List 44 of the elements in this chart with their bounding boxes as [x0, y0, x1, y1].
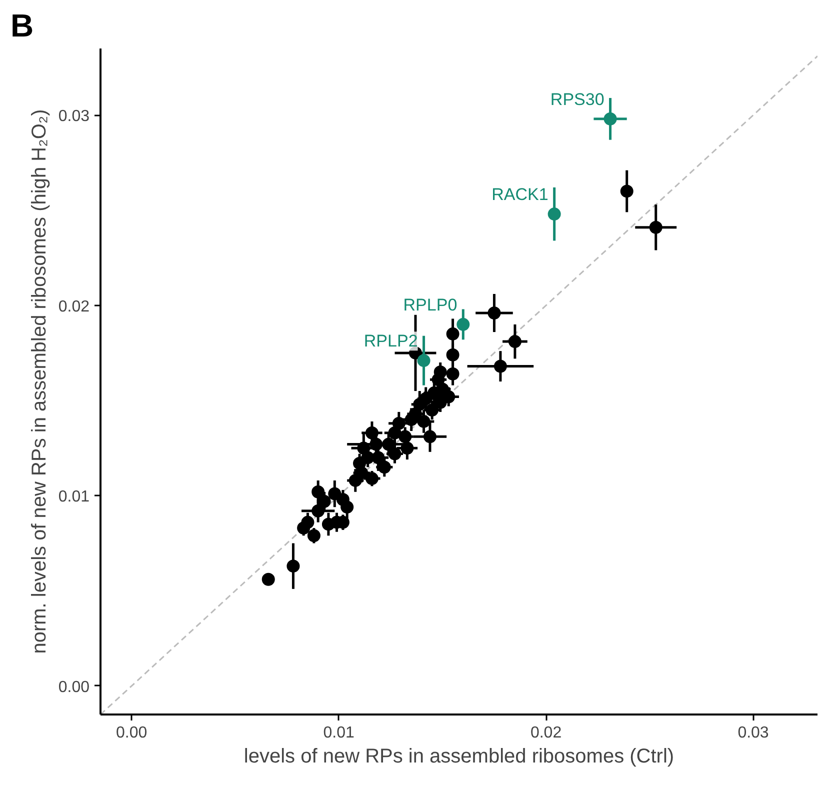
point: [312, 485, 325, 498]
point: [649, 220, 662, 234]
point: [370, 438, 383, 451]
point: [417, 414, 430, 428]
point: [301, 516, 314, 529]
point: [392, 416, 406, 430]
point: [262, 572, 275, 586]
point: [508, 335, 522, 348]
annotation: RPLP0: [403, 295, 458, 314]
chart-title: B: [10, 8, 34, 44]
point: [488, 306, 501, 320]
annotation: RPS30: [550, 90, 604, 109]
annotation: RACK1: [492, 185, 548, 204]
point: [318, 494, 331, 508]
x-tick-label: 0.00: [116, 724, 148, 742]
point: [494, 360, 507, 373]
point: [442, 390, 456, 404]
point: [446, 367, 460, 380]
y-tick-label: 0.03: [58, 108, 90, 126]
y-axis-title: norm. levels of new RPs in assembled ribosomes (high H₂O₂): [28, 109, 50, 654]
point: [286, 560, 300, 573]
point: [456, 318, 470, 331]
y-tick-label: 0.01: [58, 488, 90, 506]
point: [357, 442, 370, 455]
y-tick-label: 0.02: [58, 298, 90, 316]
x-axis-title: levels of new RPs in assembled ribosomes (Ctrl): [244, 746, 674, 768]
point: [548, 208, 561, 221]
point: [604, 112, 617, 126]
point: [336, 492, 350, 506]
point: [432, 373, 445, 386]
y-tick-label: 0.00: [58, 678, 90, 696]
x-tick-label: 0.03: [738, 724, 769, 742]
point: [400, 442, 414, 455]
x-tick-label: 0.02: [530, 724, 562, 742]
point: [365, 426, 378, 440]
point: [423, 430, 436, 444]
point: [417, 354, 430, 368]
point: [446, 348, 460, 362]
x-tick-label: 0.01: [323, 724, 354, 742]
point: [620, 184, 634, 198]
annotation: RPLP2: [364, 332, 418, 351]
point: [312, 504, 325, 518]
point: [382, 438, 396, 451]
point: [446, 327, 460, 340]
